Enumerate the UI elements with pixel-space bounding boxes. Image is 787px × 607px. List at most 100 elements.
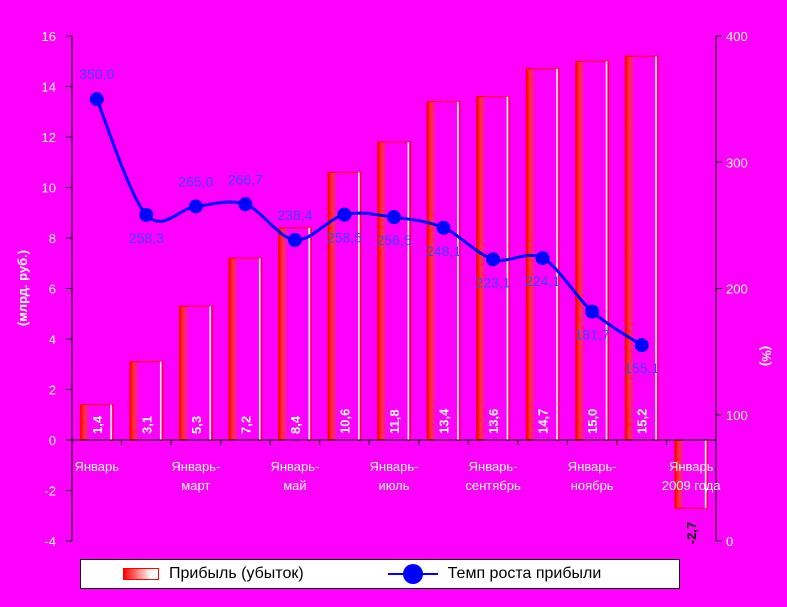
line-layer <box>89 92 649 353</box>
growth-value-label: 155,1 <box>624 360 659 376</box>
x-tick-label: Январь-сентябрь <box>465 459 521 493</box>
growth-value-label: 223,1 <box>476 274 511 290</box>
bar-value-label: 15,0 <box>585 409 600 434</box>
growth-point <box>585 304 600 319</box>
legend-bar-swatch <box>123 568 159 580</box>
left-axis-title: (млрд. руб.) <box>15 250 30 326</box>
x-tick-label: Январь-июль <box>370 459 419 493</box>
bar <box>624 55 659 441</box>
bar <box>575 60 609 441</box>
x-tick-label-line: Январь- <box>270 459 319 474</box>
left-tick-label: 16 <box>42 29 56 44</box>
right-tick-label: 100 <box>726 408 748 423</box>
x-tick-label: Январь-ноябрь <box>568 459 617 493</box>
bar-value-label: 10,6 <box>337 409 352 434</box>
growth-point <box>188 199 203 214</box>
bars-layer <box>79 55 709 509</box>
left-tick-label: 4 <box>49 332 56 347</box>
bar-value-label: 1,4 <box>90 415 105 434</box>
x-tick-label-line: Январь- <box>469 459 518 474</box>
x-tick-label-line: июль <box>378 478 409 493</box>
growth-point <box>337 207 352 222</box>
left-tick-label: 6 <box>49 282 56 297</box>
growth-value-label: 258,3 <box>129 230 164 246</box>
x-tick-label: Январь 2009 года <box>662 459 722 493</box>
x-tick-label-line: сентябрь <box>465 478 521 493</box>
growth-point <box>634 338 649 353</box>
left-tick-label: 2 <box>49 383 56 398</box>
growth-point <box>139 207 154 222</box>
bar <box>179 305 213 441</box>
x-tick-label-line: Январь- <box>370 459 419 474</box>
right-tick-label: 0 <box>726 534 733 549</box>
bar <box>377 141 411 441</box>
bar-value-label: -2,7 <box>684 522 699 544</box>
x-tick-label: Январь-март <box>171 459 220 493</box>
x-tick-label-line: Январь- <box>568 459 617 474</box>
x-tick-label-line: март <box>181 478 210 493</box>
growth-value-label: 256,5 <box>376 232 411 248</box>
growth-value-label: 258,5 <box>327 230 362 246</box>
growth-value-label: 248,1 <box>426 243 461 259</box>
bar-value-label: 15,2 <box>635 409 650 434</box>
growth-value-label: 265,0 <box>178 173 213 189</box>
growth-value-label: 350,0 <box>79 66 114 82</box>
growth-point <box>387 210 401 225</box>
growth-point <box>287 233 302 248</box>
x-tick-label: Январь-май <box>270 459 319 493</box>
bar <box>327 171 362 441</box>
growth-value-label: 266,7 <box>228 171 263 187</box>
bar <box>278 227 312 441</box>
x-tick-label-line: Январь <box>74 459 119 474</box>
growth-point <box>436 220 451 235</box>
x-tick-label-line: 2009 года <box>662 478 722 493</box>
bar-value-label: 8,4 <box>288 415 303 434</box>
labels-layer: 350,0 258,3 265,0 266,7 238,4 258,5 256,5 248,1… <box>79 66 699 544</box>
x-tick-label-line: май <box>283 478 306 493</box>
left-tick-label: 10 <box>42 181 56 196</box>
x-tick-label: Январь <box>74 459 119 474</box>
legend: Прибыль (убыток) Темп роста прибыли <box>80 559 680 589</box>
x-tick-label-line: Январь- <box>171 459 220 474</box>
growth-value-label: 224,1 <box>525 273 560 289</box>
growth-value-label: 181,7 <box>575 327 610 343</box>
right-tick-label: 200 <box>726 282 748 297</box>
legend-item-growth: Темп роста прибыли <box>304 564 602 584</box>
left-tick-label: -2 <box>44 484 56 499</box>
bar-value-label: 13,6 <box>486 409 501 434</box>
bar <box>476 96 510 441</box>
legend-label-growth: Темп роста прибыли <box>447 565 602 582</box>
bar <box>228 257 263 441</box>
bar-value-label: 3,1 <box>139 416 154 434</box>
growth-point <box>89 92 104 107</box>
bar-value-label: 5,3 <box>189 416 204 434</box>
left-tick-label: 0 <box>49 433 56 448</box>
bar <box>674 439 709 509</box>
growth-line <box>95 98 643 347</box>
right-tick-label: 300 <box>726 155 748 170</box>
x-tick-label-line: ноябрь <box>571 478 614 493</box>
growth-point <box>535 251 550 266</box>
left-tick-label: 14 <box>42 80 56 95</box>
right-axis-title: (%) <box>759 346 774 366</box>
left-tick-label: 8 <box>49 231 56 246</box>
left-tick-label: 12 <box>42 130 56 145</box>
growth-point <box>238 197 253 212</box>
legend-item-profit: Прибыль (убыток) <box>81 565 304 583</box>
x-tick-label-line: Январь <box>669 459 714 474</box>
legend-label-profit: Прибыль (убыток) <box>169 565 304 582</box>
bar <box>426 101 461 441</box>
left-tick-label: -4 <box>44 534 56 549</box>
right-tick-label: 400 <box>726 29 748 44</box>
growth-point <box>486 252 501 267</box>
bar <box>129 361 164 441</box>
bar-value-label: 11,8 <box>387 409 402 434</box>
bar-value-label: 7,2 <box>238 416 253 434</box>
bar-value-label: 13,4 <box>437 408 452 434</box>
bar <box>79 404 114 441</box>
growth-value-label: 238,4 <box>277 207 312 223</box>
legend-line-swatch <box>387 564 438 584</box>
bar-value-label: 14,7 <box>536 409 551 434</box>
